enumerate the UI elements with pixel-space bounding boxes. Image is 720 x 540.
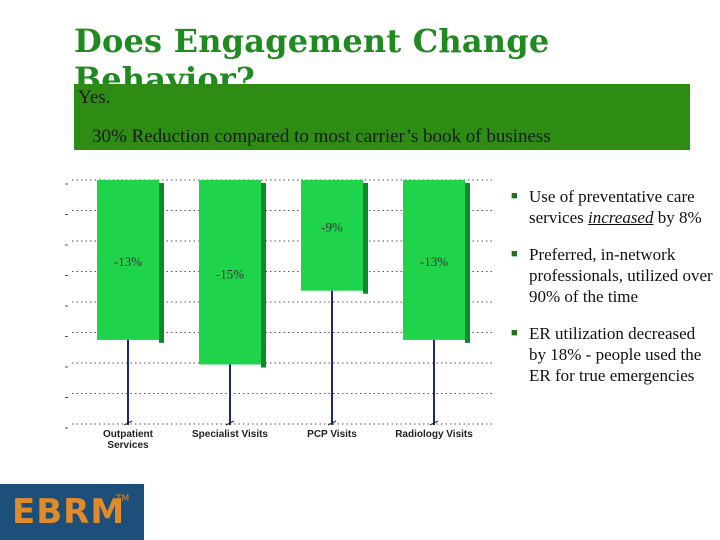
company-logo: EBRM TM [0, 484, 144, 540]
bar [301, 180, 363, 291]
bullet-text: Preferred, in-network professionals, uti… [529, 245, 713, 306]
bullet-in-network: ■ Preferred, in-network professionals, u… [511, 244, 716, 307]
stem-tick [327, 420, 337, 426]
category-label: Radiology Visits [395, 429, 473, 440]
banner-line-1: Yes. [78, 87, 111, 108]
data-label: -13% [114, 254, 142, 269]
logo-text: EBRM [12, 492, 126, 532]
category-label: Outpatient [103, 429, 154, 440]
data-label: -15% [216, 266, 244, 281]
bullet-text: ER utilization decreased by 18% - people… [529, 324, 702, 385]
bar [199, 180, 261, 365]
bullet-text-end: by 8% [653, 208, 702, 227]
square-bullet-icon: ■ [511, 190, 518, 202]
bar-side [159, 183, 164, 343]
highlights-list: ■ Use of preventative care services incr… [511, 186, 716, 402]
bar [403, 180, 465, 340]
banner-line-2: 30% Reduction compared to most carrier’s… [92, 126, 551, 147]
bar [97, 180, 159, 340]
bullet-er-utilization: ■ ER utilization decreased by 18% - peop… [511, 323, 716, 386]
stem-tick [225, 420, 235, 426]
summary-banner: Yes. 30% Reduction compared to most carr… [74, 84, 690, 150]
bar-side [363, 183, 368, 294]
stem-tick [123, 420, 133, 426]
bar-side [261, 183, 266, 368]
slide-title: Does Engagement Change Behavior? [74, 22, 550, 98]
stem-tick [429, 420, 439, 426]
bullet-preventative-care: ■ Use of preventative care services incr… [511, 186, 716, 228]
category-label: PCP Visits [307, 429, 357, 440]
data-label: -13% [420, 254, 448, 269]
bar-side [465, 183, 470, 343]
data-label: -9% [321, 219, 343, 234]
category-label: Specialist Visits [192, 429, 268, 440]
square-bullet-icon: ■ [511, 248, 518, 260]
category-label: Services [107, 440, 149, 451]
square-bullet-icon: ■ [511, 327, 518, 339]
bullet-text: Use of preventative care services [529, 187, 695, 227]
bullet-emphasis: increased [588, 208, 654, 227]
trademark-mark: TM [116, 494, 130, 504]
